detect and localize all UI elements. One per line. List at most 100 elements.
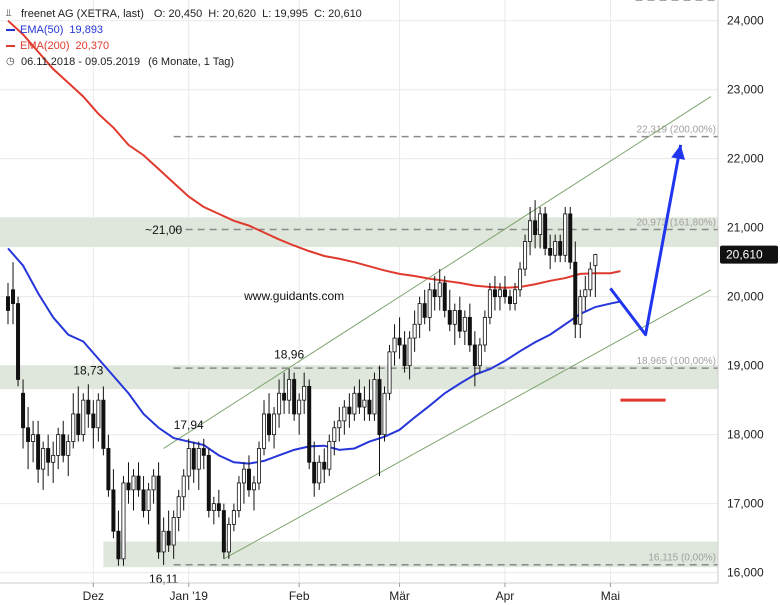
candle — [467, 303, 472, 352]
legend-ema50-row[interactable]: EMA(50) 19,893 — [6, 22, 362, 38]
candle — [583, 275, 588, 311]
legend-ohlc: O: 20,450 H: 20,620 L: 19,995 C: 20,610 — [153, 8, 362, 20]
legend-ema200-label: EMA(200) — [20, 40, 70, 52]
candle-body — [121, 482, 126, 560]
candle-body — [337, 420, 342, 429]
fib-label: 18,965 (100,00%) — [636, 356, 716, 367]
legend-range: 06.11.2018 - 09.05.2019 — [21, 56, 141, 68]
support-zone — [103, 541, 718, 568]
candle-body — [56, 434, 61, 456]
candle-body — [161, 530, 166, 553]
candle-body — [538, 213, 543, 235]
candle-body — [487, 289, 492, 318]
chart-type-icon[interactable]: ⫫ — [6, 8, 12, 19]
candle-body — [422, 303, 427, 318]
candle — [31, 420, 36, 463]
candle-body — [472, 344, 477, 367]
y-tick-label: 23,000 — [727, 83, 764, 97]
candle-body — [563, 213, 568, 256]
ema50-line — [7, 247, 621, 465]
candle-body — [146, 489, 151, 511]
candle — [362, 386, 367, 421]
y-tick-label: 24,000 — [727, 14, 764, 28]
candle — [66, 434, 71, 477]
watermark: www.guidants.com — [243, 289, 344, 303]
candle-body — [216, 503, 221, 511]
candle — [297, 393, 302, 435]
candle-body — [382, 392, 387, 436]
candle — [412, 310, 417, 352]
candle — [76, 386, 81, 442]
x-tick-label: Jan '19 — [170, 589, 209, 603]
candle-body — [226, 523, 231, 553]
candle — [36, 420, 41, 483]
candle-body — [392, 337, 397, 353]
candle-body — [6, 296, 11, 311]
candle — [156, 462, 161, 559]
legend-range-note: (6 Monate, 1 Tag) — [148, 56, 235, 68]
candle-body — [322, 461, 327, 470]
legend-ema50-value: 19,893 — [69, 24, 104, 36]
candle-body — [201, 448, 206, 456]
candle-body — [513, 289, 518, 304]
candle-body — [186, 448, 191, 477]
candle — [533, 200, 538, 249]
candle-body — [136, 475, 141, 491]
x-tick-label: Apr — [496, 589, 515, 603]
legend-ema200-row[interactable]: EMA(200) 20,370 — [6, 38, 362, 54]
candle — [593, 253, 598, 298]
candle — [262, 400, 267, 456]
candle — [407, 331, 412, 380]
candle — [432, 275, 437, 311]
candle-body — [76, 413, 81, 436]
candle — [241, 462, 246, 504]
fib-levels: 24,662 (261,80%)22,319 (200,00%)20,973 (… — [173, 0, 718, 566]
annotation-label: 18,73 — [73, 363, 103, 377]
x-tick-label: Feb — [289, 589, 310, 603]
legend-range-row[interactable]: ◷ 06.11.2018 - 09.05.2019 (6 Monate, 1 T… — [6, 54, 362, 70]
annotation-label: ~21,00 — [145, 223, 182, 237]
candle — [588, 262, 593, 297]
candle-body — [272, 413, 277, 436]
candle — [397, 317, 402, 359]
candle-body — [417, 303, 422, 325]
projection-arrow — [609, 144, 683, 337]
candle-body — [196, 448, 201, 470]
candle — [477, 338, 482, 373]
candle — [382, 386, 387, 442]
candle — [216, 489, 221, 518]
candle — [427, 282, 432, 332]
candle-body — [457, 310, 462, 332]
candle — [11, 262, 16, 325]
candle — [16, 296, 21, 387]
candle — [111, 469, 116, 539]
candle — [417, 296, 422, 339]
candle-body — [362, 399, 367, 408]
projection-arrow-head — [671, 144, 686, 160]
candles — [6, 200, 598, 566]
candle-body — [96, 399, 101, 429]
candle-body — [176, 496, 181, 518]
candle — [151, 469, 156, 504]
candle-body — [548, 247, 553, 256]
candle — [312, 441, 317, 497]
candle-body — [236, 482, 241, 511]
y-tick-label: 21,000 — [727, 221, 764, 235]
y-tick-label: 20,000 — [727, 290, 764, 304]
support-zone — [0, 217, 718, 247]
candle — [6, 282, 11, 325]
candle — [196, 441, 201, 490]
candle — [256, 441, 261, 490]
candle — [206, 448, 211, 518]
candle — [513, 282, 518, 311]
candle — [372, 372, 377, 421]
candle — [272, 407, 277, 449]
candle — [472, 331, 477, 387]
candle-body — [312, 461, 317, 484]
x-axis: Dez Jan '19 Feb Mär Apr Mai — [0, 582, 718, 603]
candle — [171, 510, 176, 559]
candle — [492, 275, 497, 311]
candle — [392, 324, 397, 366]
legend-ema200-value: 20,370 — [75, 40, 110, 52]
candle-body — [131, 475, 136, 491]
